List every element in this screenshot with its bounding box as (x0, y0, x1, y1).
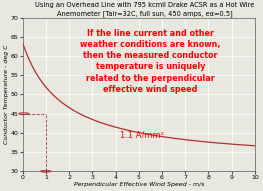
Text: Using an Overhead Line with 795 kcmil Drake ACSR as a Hot Wire: Using an Overhead Line with 795 kcmil Dr… (35, 2, 254, 8)
Y-axis label: Conductor Temperature - deg C: Conductor Temperature - deg C (4, 45, 9, 144)
Text: If the line current and other
weather conditions are known,
then the measured co: If the line current and other weather co… (80, 29, 221, 94)
Text: 1.1 A/mm²: 1.1 A/mm² (120, 130, 164, 139)
Text: Anemometer [Tair=32C, full sun, 450 amps, eα=0.5]: Anemometer [Tair=32C, full sun, 450 amps… (57, 11, 232, 17)
X-axis label: Perpendicular Effective Wind Speed - m/s: Perpendicular Effective Wind Speed - m/s (74, 182, 204, 187)
